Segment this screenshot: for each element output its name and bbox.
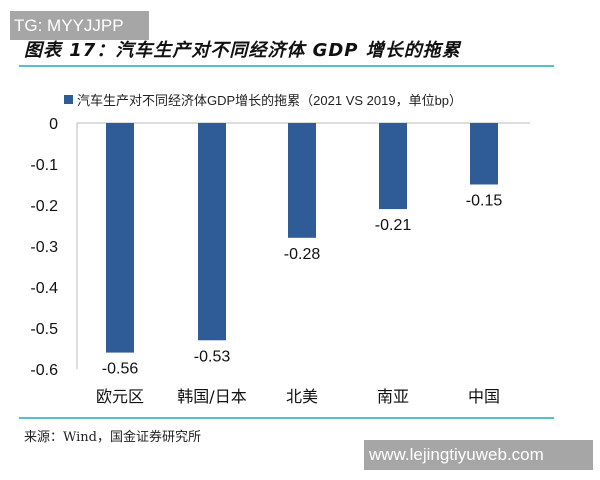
source-note: 来源：Wind，国金证券研究所 (24, 430, 201, 445)
bar-2 (288, 123, 316, 238)
legend-swatch (64, 95, 73, 104)
x-tick-label: 欧元区 (96, 387, 144, 406)
data-label: -0.56 (102, 361, 139, 378)
y-tick-label: -0.2 (30, 198, 58, 215)
watermark-bottom: www.lejingtiyuweb.com (364, 440, 593, 470)
footer-divider (19, 417, 554, 419)
chart-title: 图表 17：汽车生产对不同经济体 GDP 增长的拖累 (24, 40, 461, 61)
legend-label: 汽车生产对不同经济体GDP增长的拖累（2021 VS 2019，单位bp） (77, 93, 462, 108)
data-label: -0.28 (284, 246, 321, 263)
data-label: -0.21 (375, 217, 412, 234)
watermark-top: TG: MYYJJPP (10, 11, 149, 40)
y-tick-label: -0.5 (30, 321, 58, 338)
bar-3 (379, 123, 407, 210)
data-label: -0.15 (466, 193, 503, 210)
x-tick-label: 南亚 (377, 387, 409, 406)
y-tick-label: -0.1 (30, 157, 58, 174)
bar-1 (198, 123, 226, 341)
bar-chart: 汽车生产对不同经济体GDP增长的拖累（2021 VS 2019，单位bp） 0 -0… (30, 93, 530, 406)
y-tick-label: -0.6 (30, 362, 58, 379)
y-tick-label: 0 (49, 116, 58, 133)
y-tick-label: -0.4 (30, 280, 58, 297)
bar-4 (470, 123, 498, 185)
x-tick-label: 北美 (286, 387, 318, 406)
data-label: -0.53 (194, 348, 231, 365)
x-tick-label: 中国 (468, 387, 500, 406)
y-tick-label: -0.3 (30, 239, 58, 256)
x-tick-label: 韩国/日本 (177, 387, 246, 406)
bar-0 (106, 123, 134, 353)
title-divider (19, 65, 554, 67)
